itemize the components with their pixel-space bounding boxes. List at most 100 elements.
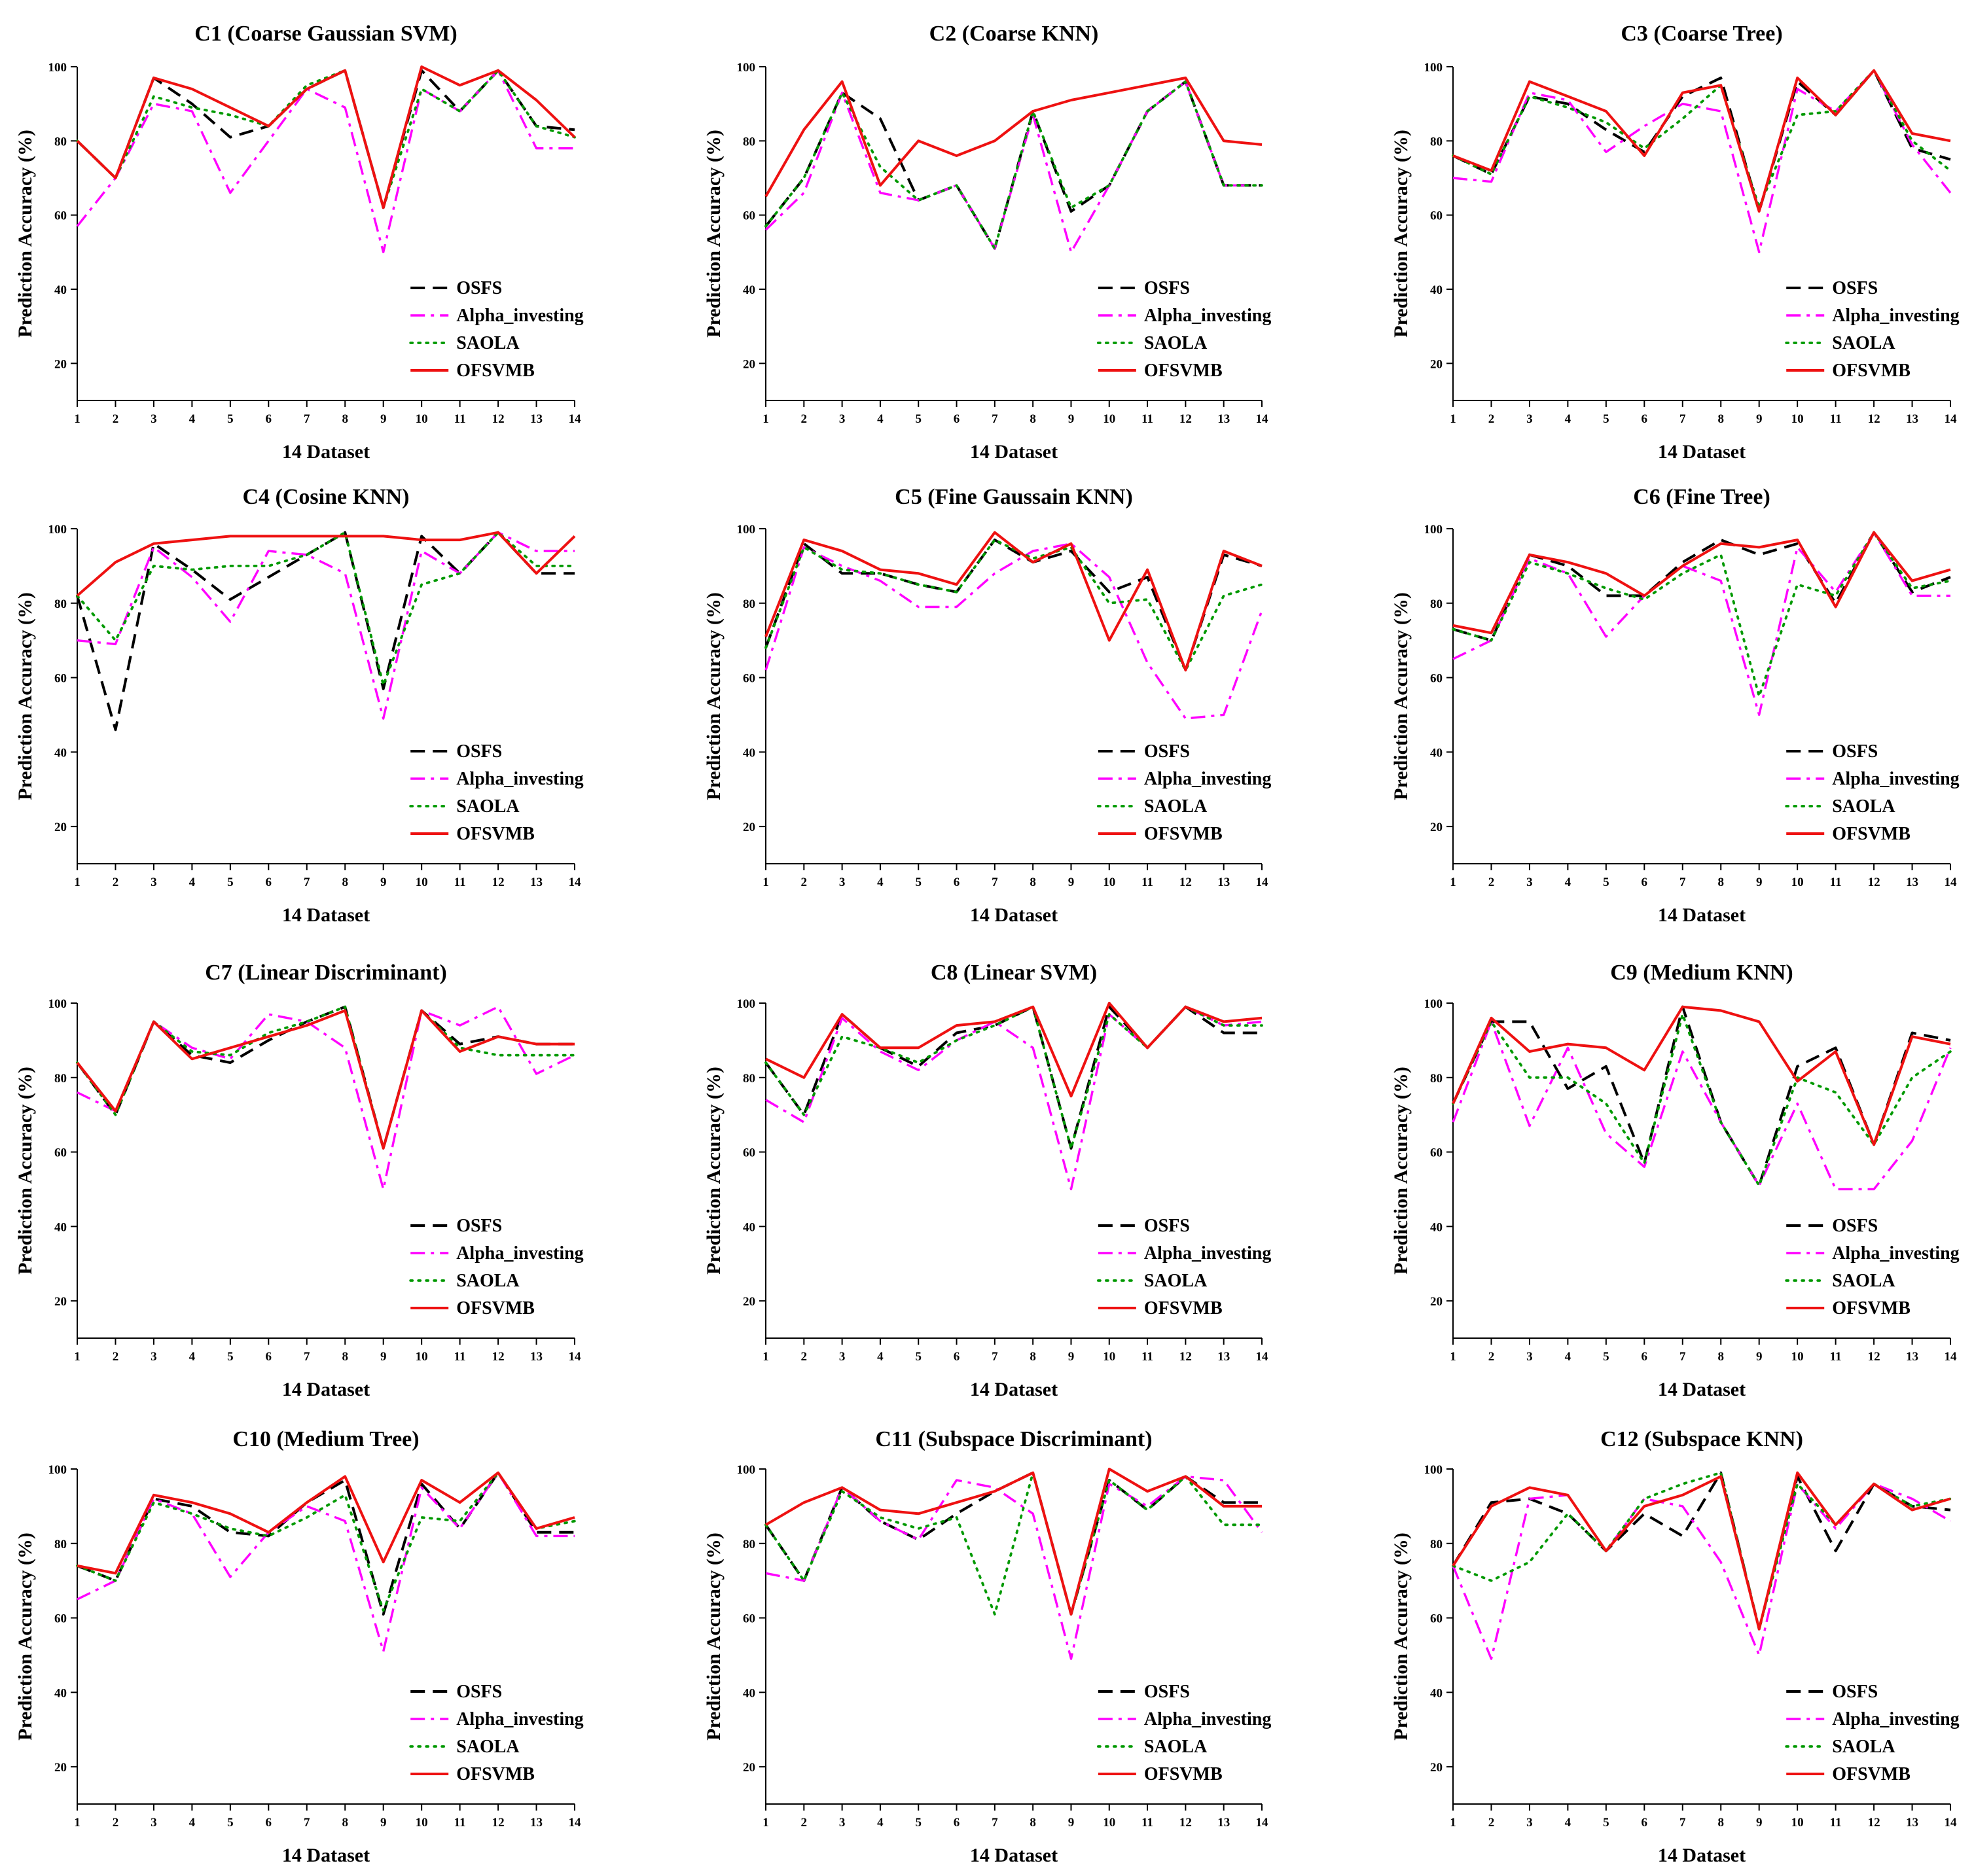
y-tick-label: 20 — [54, 821, 67, 834]
series-line-saola — [764, 1005, 1263, 1150]
chart-c11: C11 (Subspace Discriminant)1 2 3 4 5 6 7 8 9 10 11… — [703, 1427, 1271, 1866]
x-tick-label: 1 — [1450, 1816, 1456, 1830]
x-tick-label: 2 — [801, 412, 808, 426]
chart-title: C5 (Fine Gaussain KNN) — [895, 485, 1133, 509]
y-axis-label: Prediction Accuracy (%) — [703, 1067, 725, 1275]
y-tick-label: 60 — [1430, 209, 1443, 223]
legend-label: SAOLA — [1144, 333, 1208, 353]
legend-label: OSFS — [1832, 1682, 1878, 1702]
x-tick-label: 13 — [1906, 1816, 1918, 1830]
legend-label: SAOLA — [1832, 1737, 1895, 1757]
series-line-alpha-investing — [77, 531, 575, 720]
series-line-ofsvmb — [76, 531, 576, 597]
legend-label: OSFS — [1144, 1682, 1190, 1702]
series-line-saola — [76, 69, 576, 209]
x-tick-label: 4 — [877, 412, 884, 426]
x-tick-label: 7 — [304, 876, 310, 889]
legend-label: SAOLA — [1144, 1271, 1208, 1291]
x-tick-label: 9 — [380, 1350, 387, 1364]
x-tick-label: 2 — [1488, 1816, 1495, 1830]
x-tick-label: 5 — [1603, 1350, 1609, 1364]
legend-label: SAOLA — [1144, 1737, 1208, 1757]
legend-label: OSFS — [456, 278, 502, 298]
x-tick-label: 2 — [113, 412, 119, 426]
series-line-osfs — [1452, 1471, 1951, 1631]
y-tick-label: 20 — [743, 357, 755, 371]
legend-label: Alpha_investing — [1832, 1709, 1960, 1729]
legend-label: SAOLA — [456, 1271, 520, 1291]
legend-label: OFSVMB — [1832, 1764, 1911, 1784]
x-tick-label: 1 — [74, 412, 81, 426]
x-axis-label: 14 Dataset — [282, 904, 370, 926]
x-tick-label: 3 — [151, 1350, 157, 1364]
y-tick-label: 60 — [54, 672, 67, 686]
chart-title: C10 (Medium Tree) — [232, 1427, 419, 1451]
x-tick-label: 14 — [1256, 412, 1269, 426]
x-tick-label: 2 — [1488, 1350, 1495, 1364]
legend-label: OFSVMB — [1832, 361, 1911, 381]
y-tick-label: 60 — [743, 1146, 755, 1160]
x-tick-label: 3 — [1526, 412, 1533, 426]
x-tick-label: 12 — [1179, 876, 1192, 889]
x-tick-label: 9 — [1068, 1350, 1075, 1364]
y-tick-label: 100 — [1424, 1463, 1443, 1477]
y-tick-label: 100 — [737, 997, 756, 1011]
y-tick-label: 60 — [54, 209, 67, 223]
x-tick-label: 6 — [266, 876, 272, 889]
x-tick-label: 3 — [839, 876, 846, 889]
x-tick-label: 10 — [1791, 1816, 1804, 1830]
x-tick-label: 8 — [1717, 876, 1724, 889]
series-line-osfs — [1452, 531, 1951, 642]
legend-label: OFSVMB — [1144, 361, 1223, 381]
x-axis-label: 14 Dataset — [970, 904, 1058, 926]
series-line-saola — [764, 1471, 1263, 1616]
x-tick-label: 6 — [1642, 876, 1648, 889]
x-tick-label: 8 — [342, 876, 348, 889]
x-tick-label: 8 — [342, 1350, 348, 1364]
y-tick-label: 60 — [1430, 1146, 1443, 1160]
y-tick-label: 40 — [743, 1686, 755, 1700]
x-tick-label: 13 — [1217, 412, 1230, 426]
y-tick-label: 20 — [54, 357, 67, 371]
chart-title: C11 (Subspace Discriminant) — [875, 1427, 1152, 1451]
x-tick-label: 2 — [113, 1816, 119, 1830]
x-tick-label: 3 — [1526, 876, 1533, 889]
legend-label: SAOLA — [456, 333, 520, 353]
x-tick-label: 8 — [1030, 1816, 1036, 1830]
x-tick-label: 2 — [801, 876, 808, 889]
x-tick-label: 4 — [877, 1816, 884, 1830]
legend-label: OSFS — [1832, 1216, 1878, 1236]
x-tick-label: 11 — [1141, 412, 1153, 426]
x-tick-label: 9 — [380, 876, 387, 889]
x-tick-label: 8 — [1030, 412, 1036, 426]
x-tick-label: 3 — [1526, 1816, 1533, 1830]
legend-label: OSFS — [1144, 278, 1190, 298]
x-tick-label: 1 — [763, 1350, 769, 1364]
x-tick-label: 14 — [1256, 876, 1269, 889]
series-line-osfs — [1452, 69, 1951, 213]
y-tick-label: 60 — [1430, 672, 1443, 686]
x-tick-label: 5 — [915, 1816, 922, 1830]
y-tick-label: 40 — [743, 1220, 755, 1234]
x-tick-label: 11 — [1830, 1816, 1842, 1830]
x-tick-label: 12 — [1179, 1816, 1192, 1830]
y-tick-label: 80 — [743, 1538, 755, 1551]
x-tick-label: 12 — [492, 1350, 505, 1364]
y-tick-label: 100 — [48, 1463, 67, 1477]
x-axis-label: 14 Dataset — [1658, 1379, 1746, 1400]
chart-c9: C9 (Medium KNN)1 2 3 4 5 6 7 8 9 10 11 12 13 14204060… — [1390, 961, 1960, 1400]
series-line-saola — [1452, 1013, 1952, 1187]
x-tick-label: 11 — [1141, 876, 1153, 889]
x-tick-label: 11 — [454, 1350, 466, 1364]
series-line-saola — [1452, 1471, 1952, 1631]
legend-label: OFSVMB — [456, 824, 535, 844]
y-axis-label: Prediction Accuracy (%) — [1390, 130, 1412, 338]
x-tick-label: 2 — [801, 1816, 808, 1830]
x-tick-label: 9 — [1756, 412, 1763, 426]
x-tick-label: 11 — [454, 876, 466, 889]
x-tick-label: 12 — [492, 1816, 505, 1830]
y-tick-label: 80 — [1430, 1538, 1443, 1551]
x-tick-label: 10 — [1103, 1816, 1115, 1830]
series-line-alpha-investing — [764, 542, 1263, 720]
y-tick-label: 40 — [54, 283, 67, 297]
